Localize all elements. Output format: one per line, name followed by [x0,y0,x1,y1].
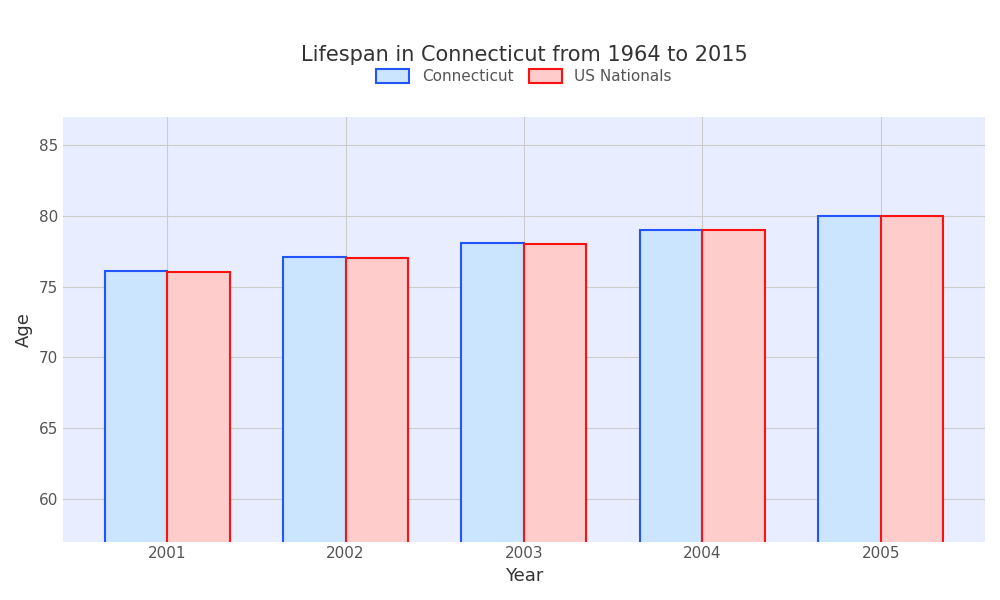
Bar [105,271,167,600]
Y-axis label: Age: Age [15,311,33,347]
Legend: Connecticut, US Nationals: Connecticut, US Nationals [376,69,672,84]
Bar [818,216,881,600]
Bar [461,242,524,600]
Bar [702,230,765,600]
X-axis label: Year: Year [505,567,543,585]
Bar [524,244,586,600]
Title: Lifespan in Connecticut from 1964 to 2015: Lifespan in Connecticut from 1964 to 201… [301,45,747,65]
Bar [640,230,702,600]
Bar [283,257,346,600]
Bar [346,258,408,600]
Bar [881,216,943,600]
Bar [167,272,230,600]
